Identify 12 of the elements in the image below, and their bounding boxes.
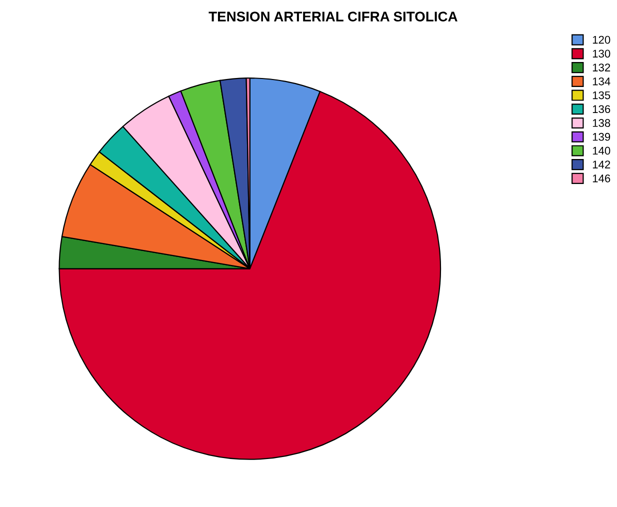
legend-label: 138 — [592, 119, 610, 127]
legend-label: 132 — [592, 64, 610, 72]
legend-label: 120 — [592, 36, 610, 44]
legend-label: 136 — [592, 105, 610, 114]
legend-label: 134 — [592, 77, 610, 86]
legend-label: 139 — [592, 132, 610, 141]
legend-label: 142 — [592, 160, 610, 168]
legend-label: 135 — [592, 91, 610, 100]
chart-title: TENSION ARTERIAL CIFRA SITOLICA — [208, 12, 458, 22]
legend-label: 140 — [592, 146, 610, 155]
legend-label: 130 — [592, 50, 610, 58]
legend-label: 146 — [592, 174, 610, 182]
